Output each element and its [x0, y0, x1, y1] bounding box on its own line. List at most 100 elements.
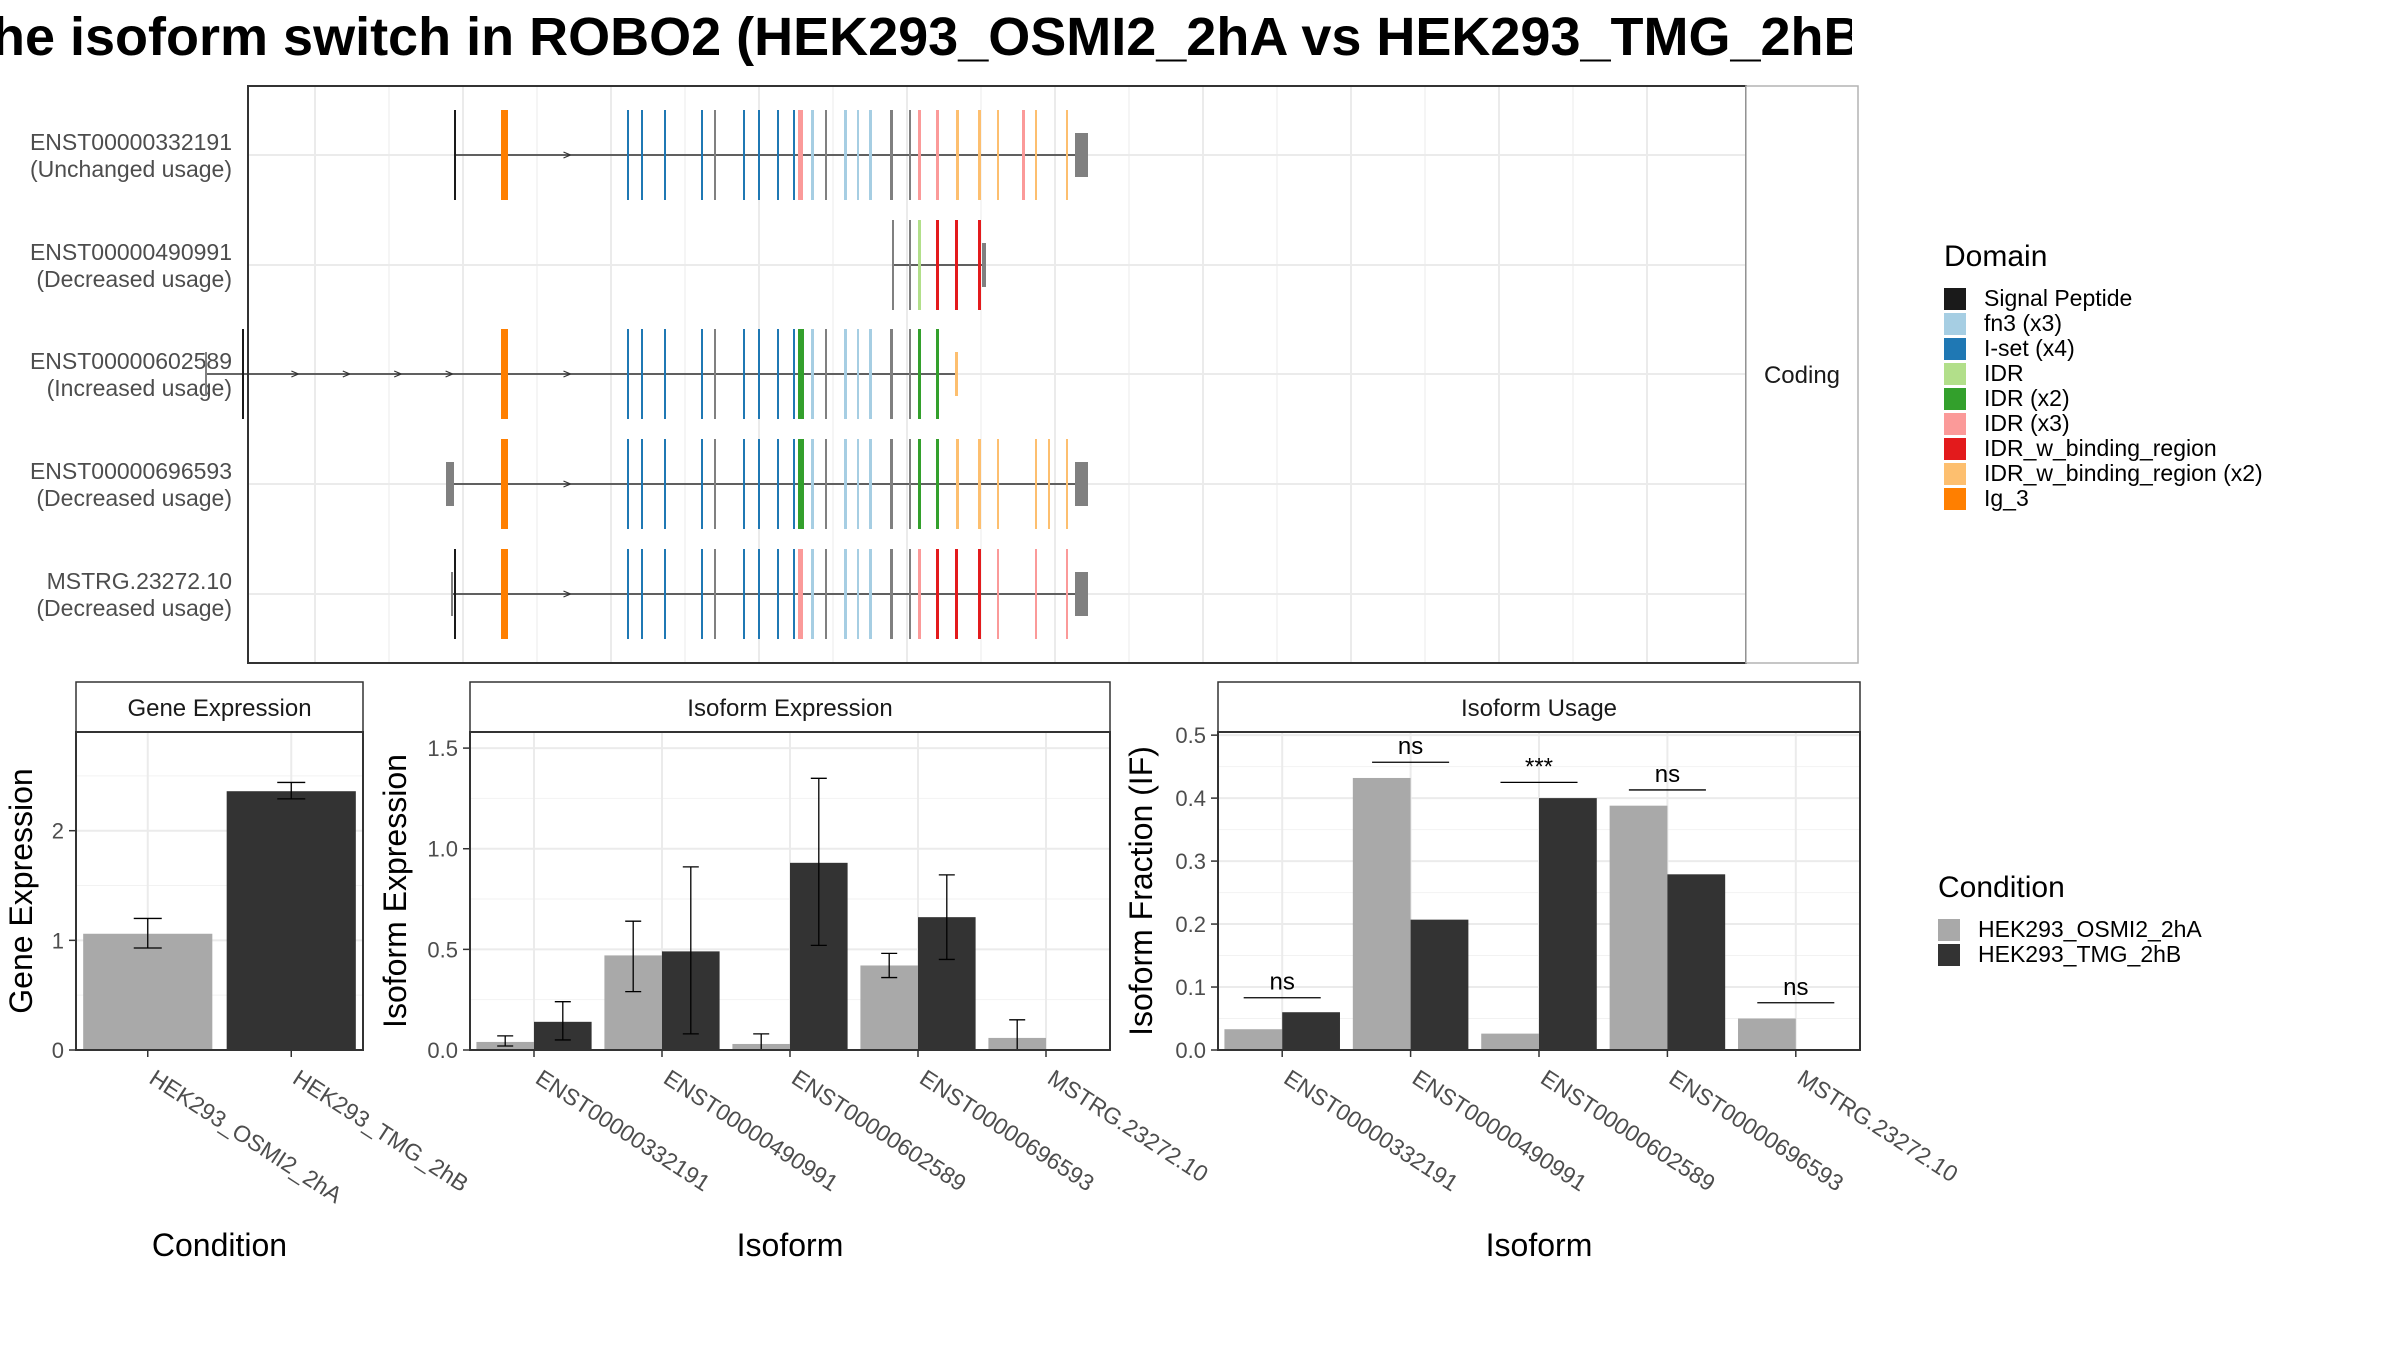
x-axis-title: Isoform: [1486, 1227, 1593, 1263]
exon-block: [825, 549, 827, 639]
transcript-usage: (Unchanged usage): [30, 156, 232, 182]
legend-swatch: [1944, 312, 1966, 335]
exon-block: [955, 352, 958, 396]
exon-block: [798, 329, 804, 419]
exon-block: [664, 110, 666, 200]
exon-block: [844, 329, 847, 419]
error-bar: [277, 781, 306, 800]
legend-label: HEK293_TMG_2hB: [1978, 941, 2182, 967]
exon-block: [909, 549, 911, 639]
exon-block: [627, 439, 629, 529]
transcript-name: MSTRG.23272.10: [47, 568, 232, 594]
y-tick-label: 1.0: [427, 837, 458, 862]
legend-label: IDR: [1984, 360, 2024, 386]
bar: [860, 965, 918, 1050]
condition-legend-title: Condition: [1938, 871, 2065, 904]
exon-block: [936, 110, 939, 200]
exon-block: [641, 329, 643, 419]
direction-arrow: [563, 151, 573, 159]
y-tick-label: 0: [52, 1038, 64, 1063]
exon-block: [743, 329, 745, 419]
facet-strip: [1745, 85, 1859, 664]
exon-block: [777, 110, 779, 200]
error-bar: [625, 920, 642, 993]
figure-title: he isoform switch in ROBO2 (HEK293_OSMI2…: [0, 7, 1852, 67]
exon-block: [1066, 549, 1068, 639]
y-tick-label: 1: [52, 928, 64, 953]
bar: [1738, 1018, 1796, 1050]
exon-block: [743, 549, 745, 639]
exon-block: [501, 439, 508, 529]
panel-strip-label: Gene Expression: [127, 695, 311, 722]
exon-block: [909, 439, 911, 529]
exon-block: [1075, 462, 1088, 506]
exon-block: [627, 549, 629, 639]
exon-block: [811, 329, 814, 419]
transcript-usage: (Decreased usage): [36, 266, 232, 292]
error-bar: [682, 866, 699, 1035]
bar: [1410, 919, 1469, 1050]
exon-block: [936, 549, 939, 639]
exon-block: [641, 549, 643, 639]
bar: [1224, 1029, 1283, 1050]
exon-block: [982, 243, 986, 287]
y-axis-title: Isoform Expression: [377, 754, 413, 1028]
transcript-name: ENST00000332191: [30, 129, 232, 155]
exon-block: [1066, 110, 1068, 200]
exon-block: [793, 549, 795, 639]
panel-strip: [1217, 681, 1861, 733]
x-axis-title: Isoform: [737, 1227, 844, 1263]
error-bar: [133, 917, 162, 949]
panel-border: [75, 731, 364, 1051]
exon-block: [857, 110, 859, 200]
exon-block: [758, 549, 760, 639]
error-bar: [881, 952, 898, 979]
bar: [1282, 1012, 1340, 1050]
exon-block: [446, 462, 454, 506]
domain-legend-item: I-set (x4): [1944, 335, 2263, 361]
legend-label: IDR (x3): [1984, 410, 2070, 436]
transcript-usage: (Decreased usage): [36, 485, 232, 511]
exon-block: [869, 549, 872, 639]
exon-block: [1066, 439, 1068, 529]
exon-block: [242, 329, 244, 419]
exon-block: [454, 110, 456, 200]
exon-block: [454, 549, 456, 639]
exon-block: [918, 110, 921, 200]
exon-block: [758, 110, 760, 200]
exon-block: [890, 439, 893, 529]
panel-border: [469, 731, 1111, 1051]
exon-block: [956, 110, 959, 200]
exon-block: [978, 110, 981, 200]
exon-block: [997, 110, 999, 200]
condition-legend-item: HEK293_OSMI2_2hA: [1938, 916, 2202, 942]
exon-block: [798, 439, 804, 529]
exon-block: [1022, 110, 1025, 200]
exon-block: [793, 110, 795, 200]
exon-block: [758, 439, 760, 529]
domain-legend-title: Domain: [1944, 240, 2048, 273]
exon-block: [1048, 439, 1050, 529]
exon-block: [501, 329, 508, 419]
exon-block: [909, 220, 911, 310]
exon-block: [890, 549, 893, 639]
exon-block: [701, 439, 703, 529]
bar: [1481, 1033, 1539, 1050]
exon-block: [936, 439, 939, 529]
direction-arrow: [563, 480, 573, 488]
transcript-usage: (Decreased usage): [36, 595, 232, 621]
bar: [1539, 798, 1597, 1050]
exon-block: [743, 439, 745, 529]
exon-block: [844, 439, 847, 529]
exon-block: [501, 549, 508, 639]
y-tick-label: 1.5: [427, 736, 458, 761]
exon-block: [664, 549, 666, 639]
direction-arrow: [563, 590, 573, 598]
exon-block: [1035, 110, 1037, 200]
y-tick-label: 0.2: [1175, 912, 1206, 937]
exon-block: [936, 220, 939, 310]
exon-block: [777, 549, 779, 639]
exon-block: [955, 549, 958, 639]
exon-block: [956, 439, 959, 529]
